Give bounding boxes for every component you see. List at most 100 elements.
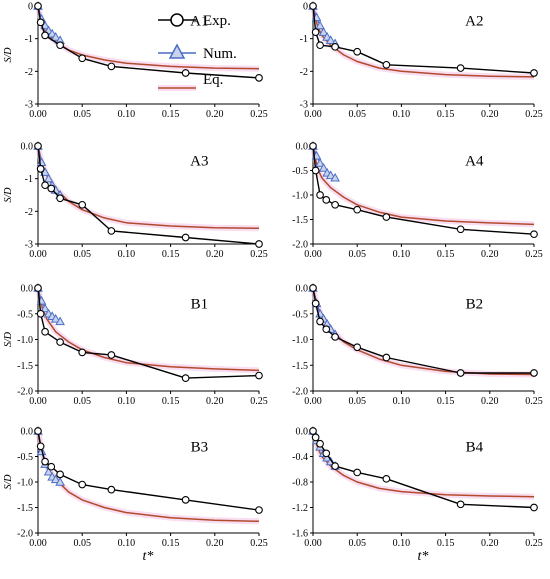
exp-point: [41, 31, 49, 40]
exp-point: [311, 166, 320, 175]
exp-point: [56, 194, 64, 203]
chart-panel-b4: 0.00 0.05 0.10 0.15 0.20 0.25 0.0 -0.4 -0.8 -1.2 -…: [292, 425, 543, 549]
chart-panel-b3: 0.00 0.05 0.10 0.15 0.20 0.25 0.0 -0.5 -1.0 -1.5 -…: [3, 425, 268, 549]
x-tick-label: 0.05: [73, 396, 91, 407]
y-tick-label: -1.5: [17, 503, 33, 514]
x-tick-label: 0.15: [162, 109, 180, 120]
exp-point: [36, 18, 45, 27]
y-axis-label: S/D: [3, 331, 14, 347]
x-tick-label: 0.15: [437, 396, 455, 407]
y-tick-label: 0: [28, 2, 33, 13]
exp-point: [530, 69, 538, 77]
exp-point: [78, 200, 87, 209]
exp-point: [316, 41, 324, 50]
y-tick-label: -1: [25, 34, 33, 45]
x-tick-label: 0.20: [206, 109, 224, 120]
exp-point: [530, 230, 538, 239]
eq-curve-halo: [35, 145, 260, 232]
exp-point: [107, 485, 116, 494]
y-tick-label: -1.5: [17, 361, 33, 372]
exp-point: [41, 457, 49, 466]
exp-point: [78, 348, 87, 357]
y-tick-label: -1.2: [292, 503, 308, 514]
y-tick-label: -2: [300, 67, 308, 78]
exp-point: [530, 503, 538, 512]
exp-point: [309, 427, 317, 435]
legend-num-marker: [168, 43, 186, 59]
exp-point: [36, 309, 45, 318]
exp-point: [56, 470, 64, 479]
y-tick-label: -0.5: [292, 309, 308, 320]
y-tick-label: 0.0: [21, 427, 34, 438]
exp-point: [322, 196, 331, 204]
y-tick-label: -1.0: [17, 335, 33, 346]
num-point: [55, 316, 65, 326]
exp-point: [309, 2, 317, 10]
exp-point: [36, 165, 45, 173]
x-tick-label: 0.25: [525, 538, 543, 549]
chart-panel-b2: 0.00 0.05 0.10 0.15 0.20 0.25 0.0 -0.5 -1.0 -1.5 -…: [292, 282, 543, 407]
eq-curve: [312, 145, 535, 226]
y-tick-label: -1.0: [292, 191, 308, 202]
exp-point: [456, 64, 465, 72]
x-axis-label-right: t*: [418, 549, 429, 564]
eq-curve: [312, 430, 535, 498]
exp-point: [47, 184, 56, 193]
num-point: [315, 20, 325, 30]
x-tick-label: 0.25: [250, 538, 268, 549]
eq-curve-halo: [310, 430, 535, 500]
exp-point: [255, 371, 263, 380]
num-point: [50, 474, 61, 484]
x-tick-label: 0.05: [348, 109, 366, 120]
eq-curve: [312, 5, 535, 78]
exp-point: [322, 449, 331, 458]
y-tick-label: -1.0: [17, 478, 33, 489]
panel-label: B2: [466, 297, 484, 313]
x-tick-label: 0.25: [250, 249, 268, 260]
y-tick-label: -1.5: [292, 215, 308, 226]
y-tick-label: 0.0: [21, 142, 34, 153]
exp-point: [382, 213, 391, 221]
y-tick-label: -2.0: [17, 529, 33, 540]
x-tick-label: 0.00: [29, 109, 47, 120]
num-point: [318, 163, 329, 172]
exp-point: [34, 427, 42, 435]
y-tick-label: -3: [25, 100, 33, 111]
y-tick-label: -2: [25, 207, 33, 218]
exp-point: [311, 299, 320, 308]
legend-eq-label: Eq.: [203, 72, 223, 88]
x-tick-label: 0.10: [118, 396, 136, 407]
exp-point: [41, 327, 49, 336]
exp-point: [322, 325, 331, 334]
x-tick-label: 0.10: [393, 538, 411, 549]
num-point: [50, 313, 61, 323]
x-tick-label: 0.20: [206, 249, 224, 260]
chart-panel-b1: 0.00 0.05 0.10 0.15 0.20 0.25 0.0 -0.5 -1.0 -1.5 -…: [3, 282, 268, 407]
x-tick-label: 0.05: [73, 538, 91, 549]
exp-point: [353, 468, 362, 477]
y-tick-label: -0.4: [292, 452, 308, 463]
eq-curve-halo: [310, 145, 535, 228]
y-tick-label: -1.0: [292, 335, 308, 346]
chart-panel-a3: 0.00 0.05 0.10 0.15 0.20 0.25 0.0 -1 -2 -3 S/D A3: [3, 140, 268, 260]
exp-point: [331, 333, 339, 341]
x-tick-label: 0.20: [481, 109, 499, 120]
exp-point: [382, 60, 391, 69]
y-axis-label: S/D: [3, 47, 14, 63]
y-tick-label: -2.0: [292, 240, 308, 251]
exp-line: [37, 430, 260, 511]
exp-point: [331, 42, 339, 51]
legend-exp-marker: [170, 13, 184, 27]
exp-point: [316, 191, 324, 199]
exp-point: [331, 200, 339, 209]
x-tick-label: 0.15: [437, 109, 455, 120]
y-tick-label: -1.6: [292, 529, 308, 540]
exp-point: [456, 225, 465, 234]
exp-point: [78, 480, 87, 489]
x-tick-label: 0.00: [29, 396, 47, 407]
num-point: [40, 303, 50, 313]
x-tick-label: 0.15: [437, 249, 455, 260]
y-tick-label: -3: [300, 100, 308, 111]
num-point: [318, 27, 329, 36]
panel-label: A1: [190, 14, 208, 30]
